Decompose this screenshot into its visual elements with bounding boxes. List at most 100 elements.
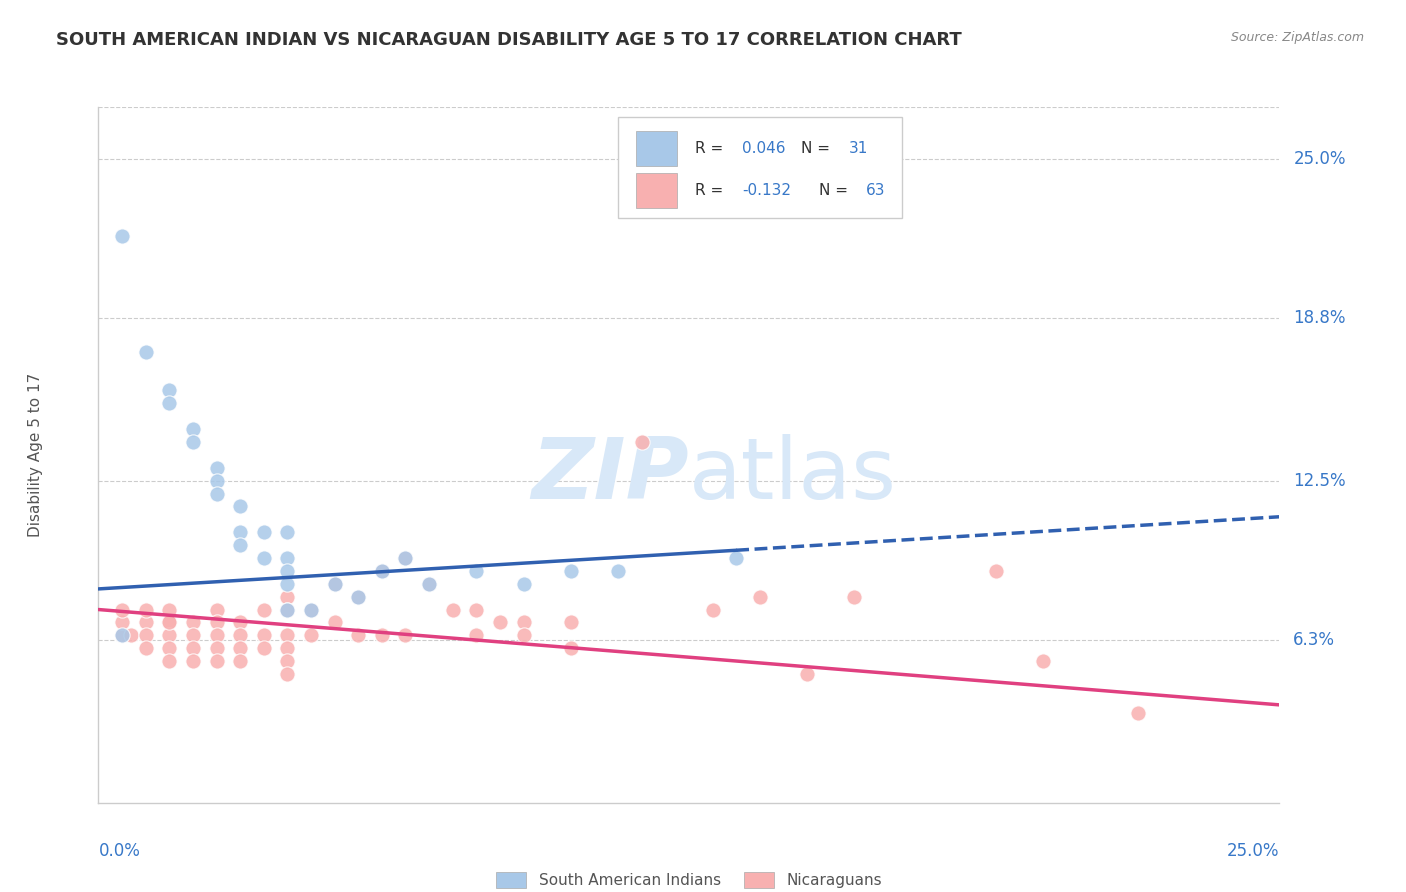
Point: [157, 384, 180, 398]
Point: [560, 564, 582, 578]
Point: [253, 641, 276, 656]
Point: [984, 564, 1007, 578]
Text: 6.3%: 6.3%: [1294, 632, 1336, 649]
Point: [205, 641, 228, 656]
Point: [607, 564, 630, 578]
Text: R =: R =: [695, 183, 728, 198]
Text: Disability Age 5 to 17: Disability Age 5 to 17: [28, 373, 44, 537]
Point: [135, 641, 157, 656]
Text: 25.0%: 25.0%: [1227, 842, 1279, 860]
Point: [371, 628, 394, 642]
Point: [205, 654, 228, 668]
Point: [181, 435, 204, 450]
Text: 63: 63: [866, 183, 886, 198]
Point: [748, 590, 770, 604]
Point: [229, 525, 252, 540]
Point: [205, 628, 228, 642]
Point: [418, 576, 440, 591]
Text: Source: ZipAtlas.com: Source: ZipAtlas.com: [1230, 31, 1364, 45]
Point: [323, 576, 346, 591]
Point: [157, 396, 180, 410]
Point: [276, 525, 298, 540]
Point: [276, 551, 298, 566]
Point: [253, 551, 276, 566]
Point: [205, 460, 228, 475]
Point: [229, 538, 252, 552]
Point: [347, 628, 370, 642]
Point: [465, 628, 488, 642]
Point: [347, 590, 370, 604]
Text: N =: N =: [818, 183, 852, 198]
Text: -0.132: -0.132: [742, 183, 792, 198]
Point: [323, 576, 346, 591]
Point: [347, 590, 370, 604]
Point: [276, 602, 298, 616]
Point: [205, 602, 228, 616]
Point: [418, 576, 440, 591]
Point: [253, 628, 276, 642]
Legend: South American Indians, Nicaraguans: South American Indians, Nicaraguans: [489, 866, 889, 892]
Point: [229, 654, 252, 668]
Point: [276, 564, 298, 578]
Point: [560, 641, 582, 656]
Text: 12.5%: 12.5%: [1294, 472, 1346, 490]
Point: [276, 602, 298, 616]
Point: [299, 628, 322, 642]
Point: [276, 641, 298, 656]
Point: [276, 654, 298, 668]
Text: N =: N =: [801, 141, 835, 156]
Bar: [636, 131, 678, 166]
Point: [276, 667, 298, 681]
Point: [181, 628, 204, 642]
Point: [157, 602, 180, 616]
Point: [111, 628, 134, 642]
Point: [121, 628, 143, 642]
Text: ZIP: ZIP: [531, 434, 689, 517]
Point: [441, 602, 464, 616]
Point: [630, 435, 652, 450]
Point: [1032, 654, 1054, 668]
Point: [512, 576, 534, 591]
Point: [323, 615, 346, 630]
Point: [371, 564, 394, 578]
Point: [299, 602, 322, 616]
Point: [135, 344, 157, 359]
Point: [489, 615, 512, 630]
Point: [111, 602, 134, 616]
Point: [205, 486, 228, 500]
Point: [229, 500, 252, 514]
Text: R =: R =: [695, 141, 728, 156]
Point: [157, 641, 180, 656]
Point: [135, 628, 157, 642]
Point: [512, 615, 534, 630]
Point: [560, 615, 582, 630]
Point: [135, 615, 157, 630]
Text: 0.0%: 0.0%: [98, 842, 141, 860]
Point: [157, 654, 180, 668]
Point: [229, 615, 252, 630]
Text: SOUTH AMERICAN INDIAN VS NICARAGUAN DISABILITY AGE 5 TO 17 CORRELATION CHART: SOUTH AMERICAN INDIAN VS NICARAGUAN DISA…: [56, 31, 962, 49]
Text: atlas: atlas: [689, 434, 897, 517]
Point: [111, 615, 134, 630]
Text: 18.8%: 18.8%: [1294, 310, 1346, 327]
Point: [512, 628, 534, 642]
Point: [181, 641, 204, 656]
Point: [394, 551, 416, 566]
Point: [796, 667, 818, 681]
Point: [253, 525, 276, 540]
Point: [725, 551, 748, 566]
Point: [276, 628, 298, 642]
Point: [276, 576, 298, 591]
Point: [371, 564, 394, 578]
Point: [465, 564, 488, 578]
Bar: [636, 173, 678, 208]
Point: [157, 628, 180, 642]
Point: [135, 602, 157, 616]
Point: [394, 628, 416, 642]
Point: [844, 590, 866, 604]
Point: [299, 602, 322, 616]
Point: [253, 602, 276, 616]
Text: 0.046: 0.046: [742, 141, 786, 156]
Text: 31: 31: [848, 141, 868, 156]
Point: [276, 590, 298, 604]
